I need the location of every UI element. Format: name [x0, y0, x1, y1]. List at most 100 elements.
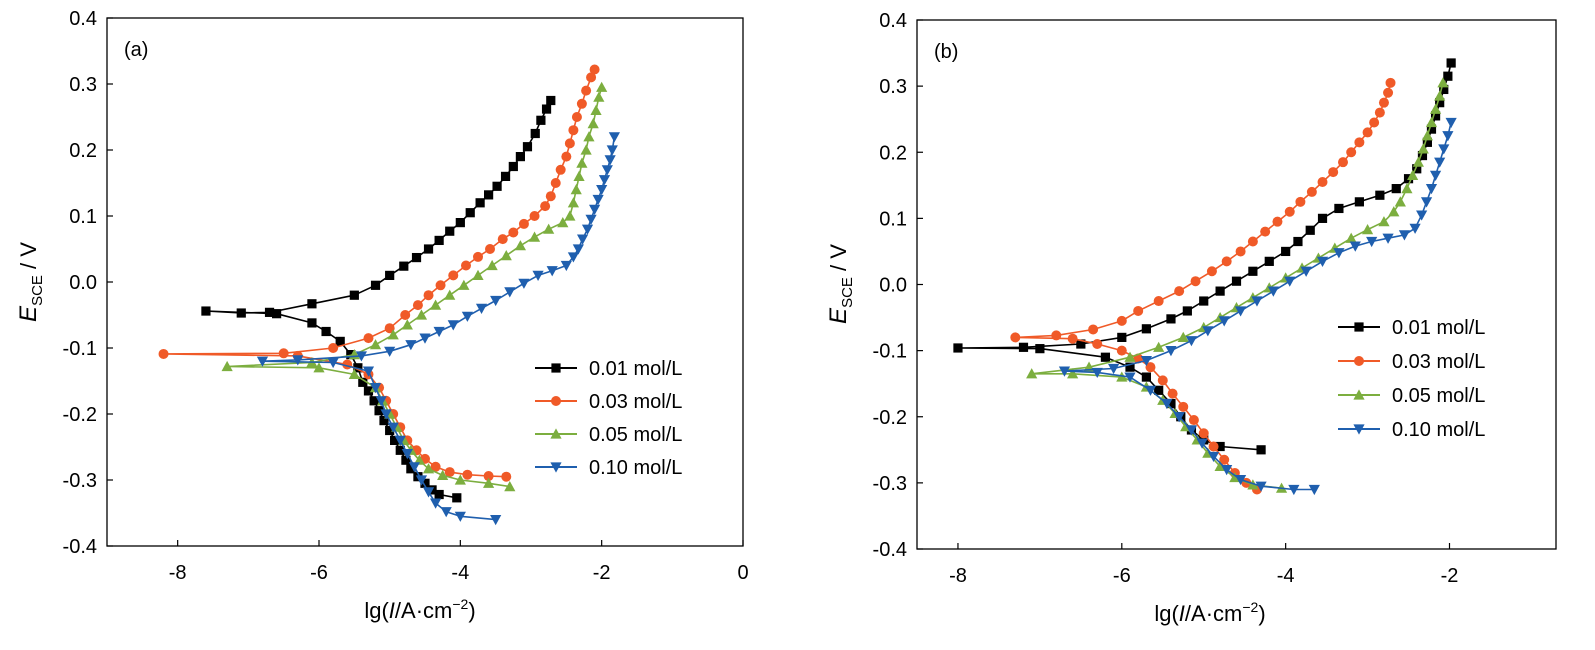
data-point: [1317, 177, 1328, 188]
data-point: [573, 170, 585, 181]
data-point: [1167, 388, 1178, 399]
legend-marker: [550, 428, 562, 439]
data-point: [348, 368, 360, 379]
data-point: [590, 104, 602, 115]
data-point: [504, 287, 516, 298]
data-point: [580, 144, 592, 155]
data-point: [420, 478, 430, 488]
data-point: [1116, 345, 1127, 356]
x-axis-title-sup: −2: [452, 596, 468, 612]
data-point: [546, 266, 558, 277]
data-point: [1255, 481, 1267, 492]
data-point: [1416, 210, 1428, 221]
y-tick-label: -0.1: [63, 338, 97, 360]
data-point: [1317, 213, 1328, 223]
data-point: [596, 81, 608, 92]
data-point: [514, 240, 526, 251]
data-point: [1141, 324, 1151, 334]
data-point: [1429, 170, 1442, 181]
data-point: [363, 386, 374, 396]
data-point: [1391, 184, 1401, 194]
data-point: [1426, 124, 1437, 134]
data-point: [598, 175, 611, 186]
data-point: [1035, 344, 1045, 354]
data-point: [1316, 256, 1329, 267]
data-point: [1425, 184, 1438, 195]
data-point: [444, 289, 456, 300]
data-point: [264, 307, 275, 317]
data-point: [1010, 332, 1021, 343]
data-point: [1116, 315, 1127, 326]
y-tick-label: 0.3: [69, 74, 97, 96]
data-point: [1264, 256, 1274, 266]
data-point: [1051, 330, 1062, 341]
data-point: [405, 340, 417, 351]
data-point: [576, 98, 587, 109]
series-0-03-mol-l: [158, 64, 600, 482]
data-point: [423, 290, 434, 301]
data-point: [462, 469, 473, 480]
data-point: [1375, 190, 1385, 200]
data-point: [307, 318, 317, 328]
data-point: [415, 475, 428, 486]
data-point: [1354, 137, 1365, 148]
data-point: [1100, 352, 1111, 362]
data-point: [1166, 398, 1176, 409]
data-point: [485, 244, 496, 254]
y-tick-label: -0.2: [63, 404, 97, 426]
data-point: [447, 320, 459, 331]
data-point: [1420, 197, 1433, 208]
data-point: [581, 85, 592, 96]
data-point: [483, 477, 495, 488]
y-tick-label: -0.4: [63, 536, 97, 558]
data-point: [589, 64, 600, 75]
data-point: [440, 507, 452, 518]
data-point: [380, 409, 392, 420]
legend-entry: 0.03 mol/L: [535, 391, 682, 413]
data-point: [583, 131, 595, 142]
data-point: [1288, 484, 1300, 496]
data-point: [1208, 441, 1219, 452]
data-point: [363, 333, 374, 344]
data-point: [497, 234, 508, 245]
data-point: [586, 72, 597, 83]
x-tick-label: -2: [593, 562, 611, 584]
data-point: [1202, 326, 1214, 337]
data-point: [401, 449, 413, 460]
data-point: [236, 308, 246, 318]
data-point: [327, 357, 339, 369]
data-point: [543, 223, 555, 234]
data-point: [430, 299, 442, 310]
data-point: [1219, 454, 1230, 465]
x-axis-title-unit: /A·cm: [1185, 601, 1242, 626]
data-point: [374, 406, 384, 416]
data-point: [434, 235, 444, 246]
data-point: [483, 471, 494, 482]
y-tick-label: -0.2: [873, 407, 907, 429]
data-point: [1293, 236, 1303, 247]
data-point: [434, 489, 444, 500]
data-point: [369, 383, 382, 394]
data-point: [221, 360, 233, 372]
data-point: [1145, 362, 1156, 373]
data-point: [1174, 286, 1185, 297]
data-point: [433, 326, 445, 338]
data-point: [1260, 226, 1271, 237]
data-point: [529, 211, 540, 221]
data-point: [1221, 465, 1233, 476]
data-point: [430, 498, 442, 509]
series-0-01-mol-l: [953, 58, 1456, 455]
data-point: [328, 343, 339, 353]
series-line: [205, 100, 552, 499]
data-point: [435, 280, 446, 291]
data-point: [1281, 246, 1291, 257]
data-point: [1430, 111, 1441, 121]
data-point: [1284, 276, 1296, 287]
data-point: [437, 469, 449, 480]
series-line: [162, 69, 596, 478]
data-point: [1157, 375, 1168, 386]
x-axis-title-close: ): [1258, 601, 1265, 626]
data-point: [592, 194, 604, 206]
data-point: [1165, 346, 1177, 357]
